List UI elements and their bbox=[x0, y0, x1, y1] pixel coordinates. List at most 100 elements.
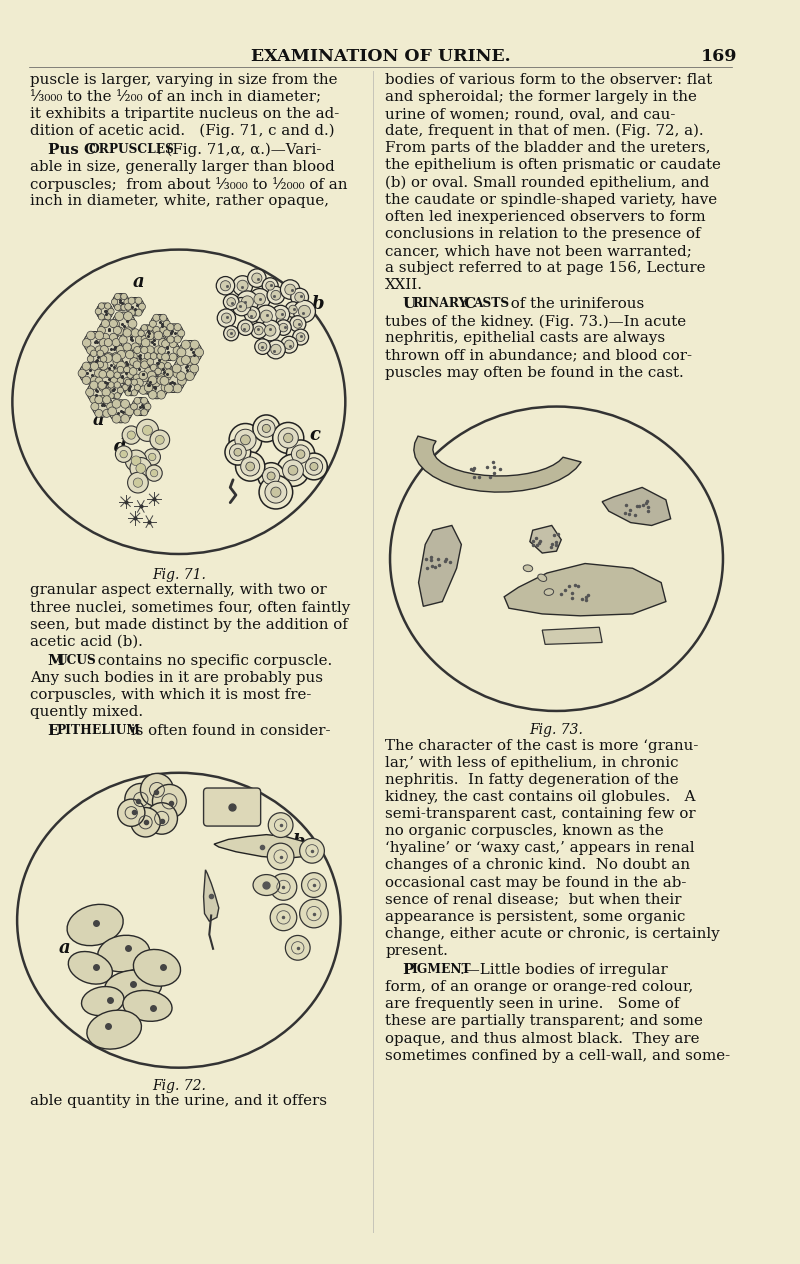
Circle shape bbox=[262, 468, 280, 484]
Text: appearance is persistent, some organic: appearance is persistent, some organic bbox=[386, 910, 686, 924]
Circle shape bbox=[248, 310, 256, 319]
Circle shape bbox=[90, 380, 98, 389]
Circle shape bbox=[294, 320, 302, 329]
Ellipse shape bbox=[68, 952, 113, 985]
Circle shape bbox=[138, 330, 144, 336]
Circle shape bbox=[87, 355, 94, 363]
Circle shape bbox=[182, 340, 190, 349]
Circle shape bbox=[114, 393, 121, 399]
Circle shape bbox=[134, 359, 141, 365]
Circle shape bbox=[106, 383, 114, 392]
Circle shape bbox=[149, 391, 157, 399]
Circle shape bbox=[150, 364, 157, 370]
Circle shape bbox=[131, 379, 138, 386]
Circle shape bbox=[95, 308, 102, 315]
Circle shape bbox=[167, 336, 174, 343]
Circle shape bbox=[165, 374, 171, 380]
Text: P: P bbox=[402, 963, 414, 977]
Text: form, of an orange or orange-red colour,: form, of an orange or orange-red colour, bbox=[386, 980, 694, 995]
Circle shape bbox=[146, 346, 154, 354]
Circle shape bbox=[110, 377, 118, 384]
Text: seen, but made distinct by the addition of: seen, but made distinct by the addition … bbox=[30, 618, 348, 632]
Circle shape bbox=[114, 350, 137, 373]
Circle shape bbox=[246, 463, 254, 471]
Ellipse shape bbox=[82, 987, 124, 1016]
Circle shape bbox=[131, 456, 141, 465]
Text: acetic acid (b).: acetic acid (b). bbox=[30, 635, 143, 648]
Circle shape bbox=[103, 354, 112, 363]
Circle shape bbox=[162, 340, 170, 348]
Circle shape bbox=[276, 320, 291, 335]
Circle shape bbox=[136, 420, 158, 441]
Text: puscles may often be found in the cast.: puscles may often be found in the cast. bbox=[386, 365, 684, 379]
Circle shape bbox=[135, 310, 142, 316]
Circle shape bbox=[100, 355, 107, 363]
Circle shape bbox=[126, 365, 134, 373]
Circle shape bbox=[141, 362, 149, 369]
Circle shape bbox=[150, 330, 157, 336]
Circle shape bbox=[112, 354, 121, 363]
Text: d: d bbox=[114, 437, 126, 456]
Circle shape bbox=[139, 372, 147, 379]
Text: present.: present. bbox=[386, 944, 448, 958]
Text: c: c bbox=[309, 426, 320, 444]
Circle shape bbox=[158, 363, 165, 369]
Circle shape bbox=[125, 784, 157, 815]
Polygon shape bbox=[602, 488, 670, 526]
Circle shape bbox=[141, 410, 147, 416]
Circle shape bbox=[132, 398, 150, 416]
Circle shape bbox=[154, 346, 162, 354]
Text: a subject referred to at page 156, Lecture: a subject referred to at page 156, Lectu… bbox=[386, 260, 706, 276]
Circle shape bbox=[177, 372, 186, 380]
Ellipse shape bbox=[98, 935, 150, 972]
Circle shape bbox=[106, 370, 114, 378]
Circle shape bbox=[105, 387, 111, 393]
Circle shape bbox=[108, 393, 114, 399]
Text: inch in diameter, white, rather opaque,: inch in diameter, white, rather opaque, bbox=[30, 195, 330, 209]
Circle shape bbox=[248, 269, 266, 287]
Circle shape bbox=[131, 346, 150, 365]
Circle shape bbox=[294, 292, 305, 302]
Circle shape bbox=[123, 329, 131, 337]
Circle shape bbox=[157, 391, 166, 399]
Circle shape bbox=[242, 296, 254, 308]
Circle shape bbox=[178, 377, 186, 386]
Circle shape bbox=[124, 378, 130, 384]
Circle shape bbox=[258, 463, 285, 489]
Circle shape bbox=[122, 384, 128, 391]
Text: date, frequent in that of men. (Fig. 72, a).: date, frequent in that of men. (Fig. 72,… bbox=[386, 124, 704, 138]
Ellipse shape bbox=[17, 772, 341, 1068]
Circle shape bbox=[95, 396, 102, 403]
Polygon shape bbox=[504, 564, 666, 616]
Circle shape bbox=[115, 367, 132, 384]
Circle shape bbox=[102, 339, 123, 360]
Circle shape bbox=[130, 368, 137, 375]
Circle shape bbox=[141, 325, 147, 331]
Polygon shape bbox=[530, 526, 562, 554]
Circle shape bbox=[97, 362, 103, 368]
Text: three nuclei, sometimes four, often faintly: three nuclei, sometimes four, often fain… bbox=[30, 600, 350, 614]
Circle shape bbox=[190, 355, 199, 364]
Circle shape bbox=[165, 363, 171, 369]
Circle shape bbox=[115, 312, 124, 321]
Circle shape bbox=[147, 359, 154, 365]
Circle shape bbox=[98, 396, 106, 403]
Circle shape bbox=[141, 346, 148, 354]
Circle shape bbox=[268, 813, 293, 838]
Circle shape bbox=[150, 430, 170, 450]
Circle shape bbox=[159, 340, 179, 360]
Circle shape bbox=[227, 297, 235, 306]
Circle shape bbox=[128, 310, 135, 316]
Circle shape bbox=[96, 370, 117, 391]
Circle shape bbox=[98, 303, 105, 310]
Circle shape bbox=[150, 353, 157, 359]
Circle shape bbox=[124, 327, 133, 336]
Ellipse shape bbox=[523, 565, 533, 571]
Circle shape bbox=[164, 369, 173, 378]
Circle shape bbox=[114, 305, 121, 311]
Circle shape bbox=[126, 350, 134, 359]
Circle shape bbox=[162, 353, 170, 362]
Circle shape bbox=[102, 388, 110, 397]
Text: sence of renal disease;  but when their: sence of renal disease; but when their bbox=[386, 892, 682, 906]
Text: able quantity in the urine, and it offers: able quantity in the urine, and it offer… bbox=[30, 1095, 327, 1109]
